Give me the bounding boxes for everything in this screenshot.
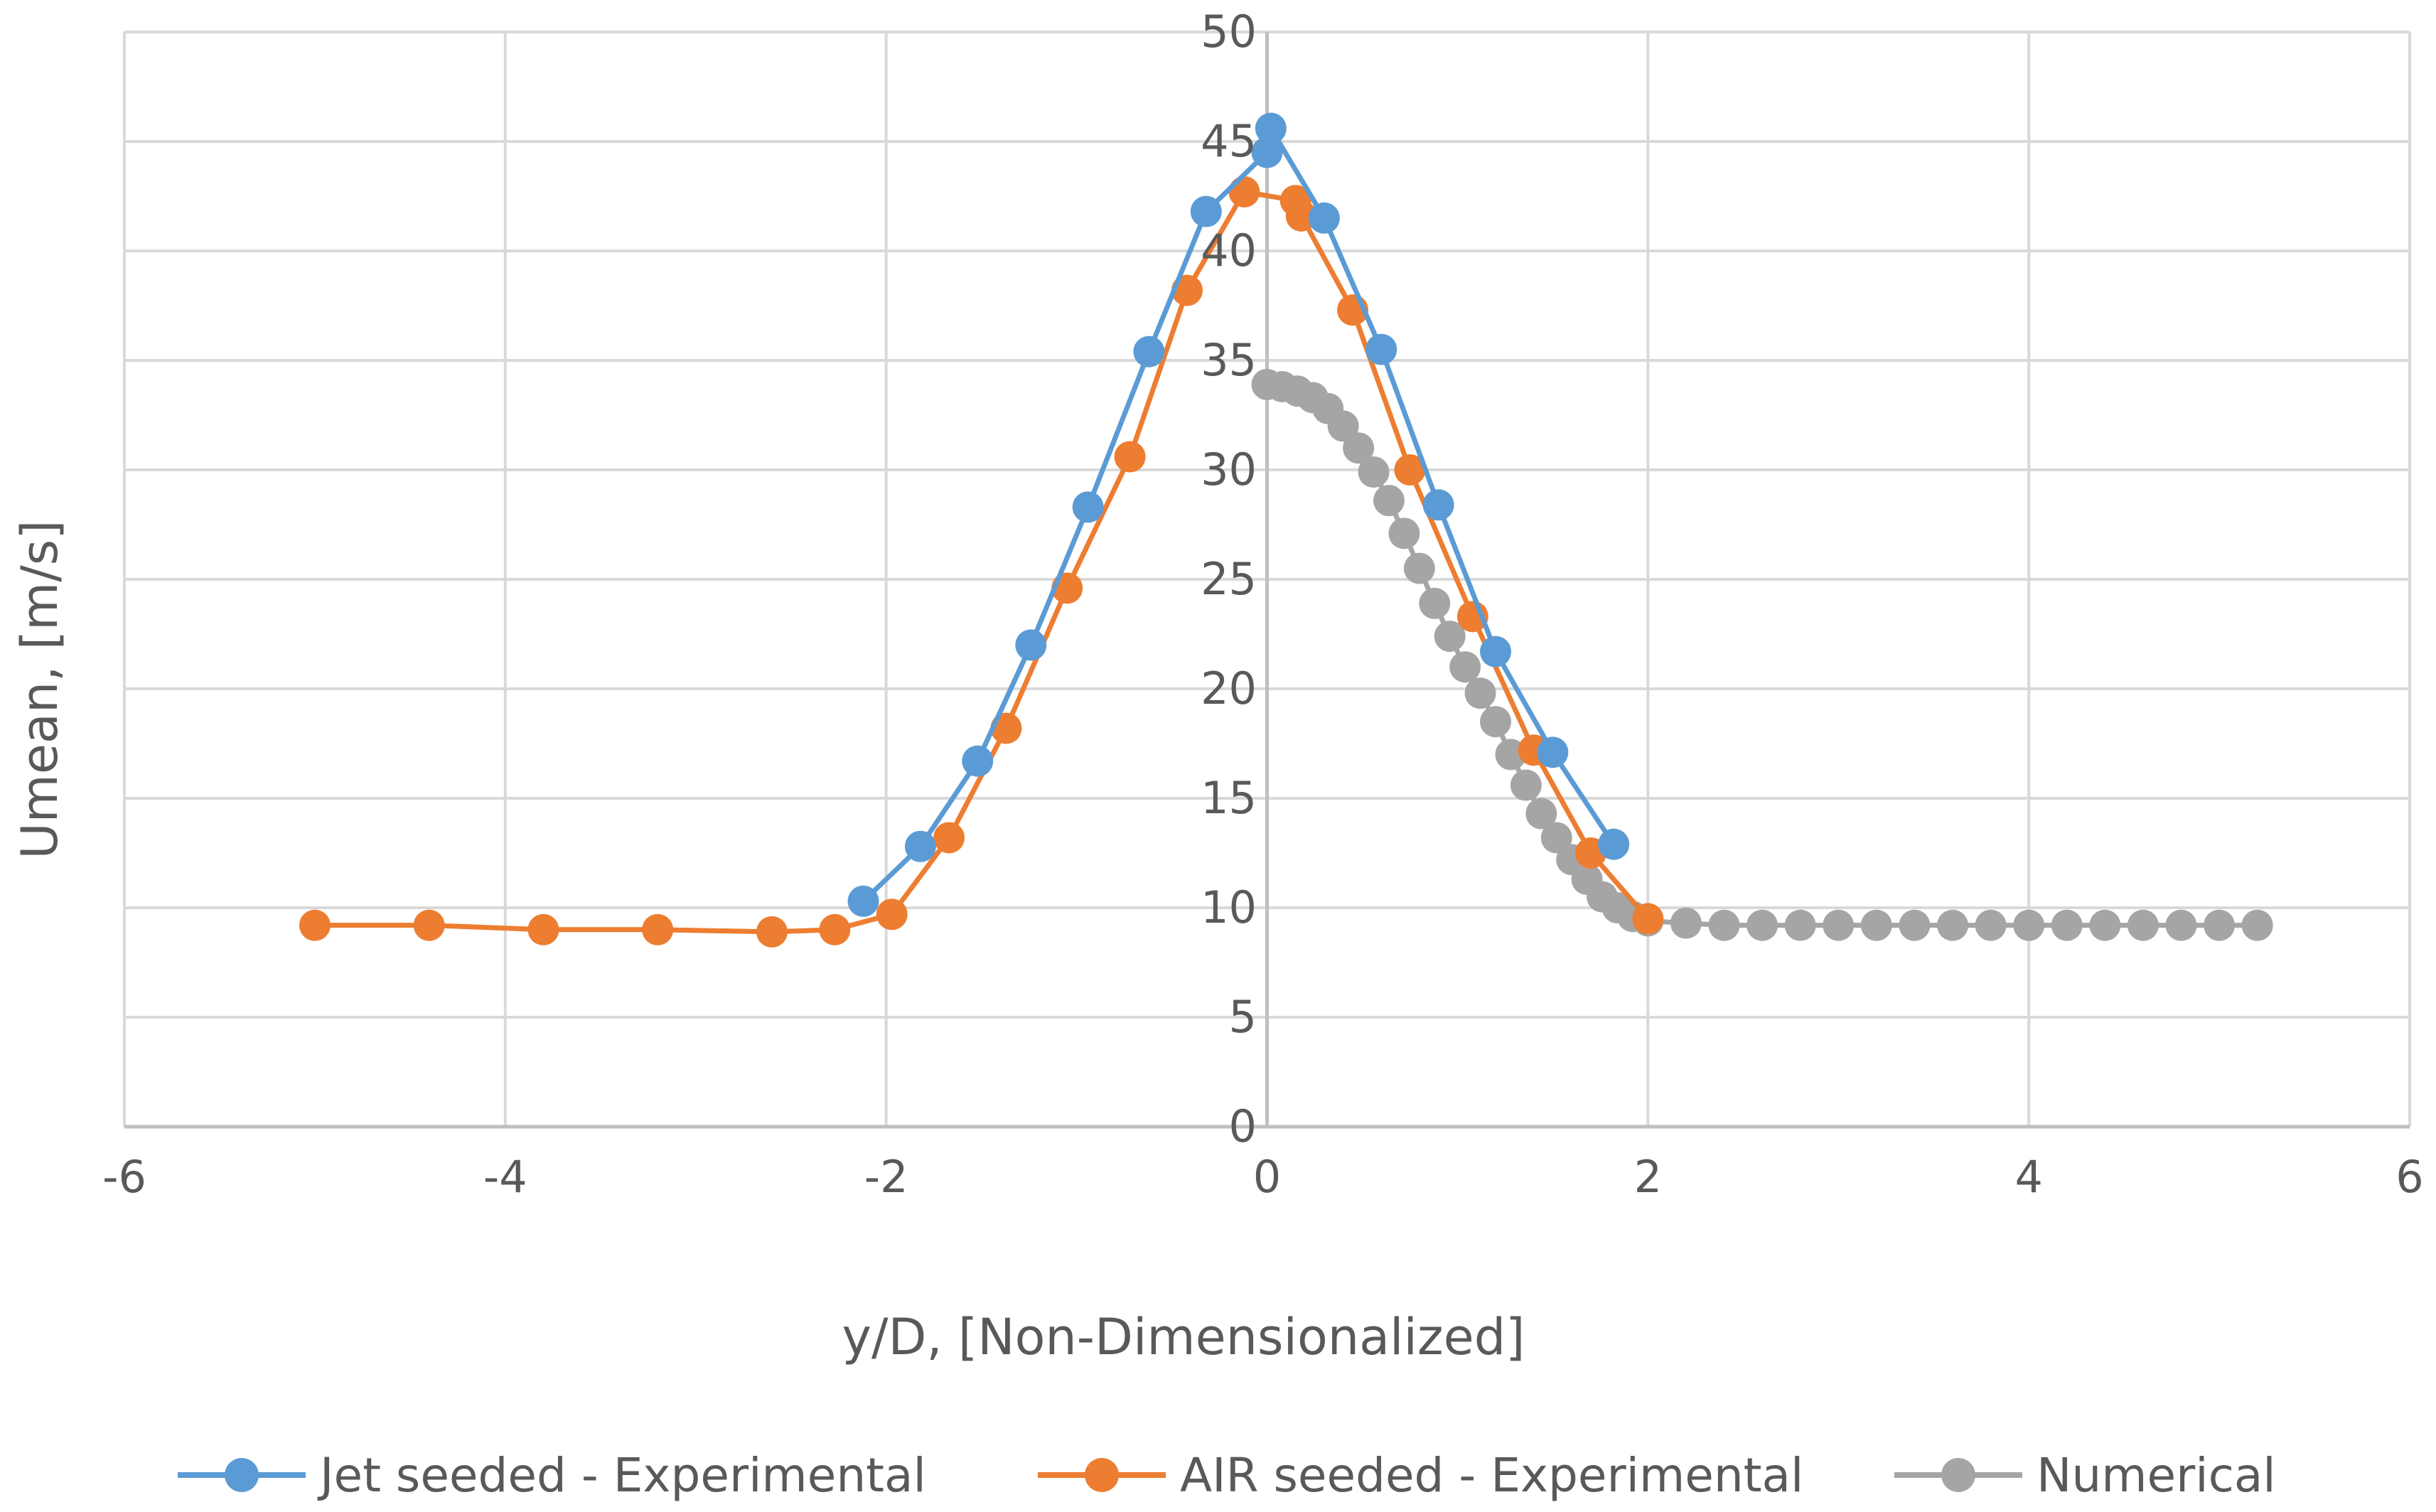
- data-point: [1251, 136, 1283, 168]
- data-point: [1373, 485, 1405, 517]
- x-axis-title: y/D, [Non-Dimensionalized]: [842, 1308, 1525, 1366]
- data-point: [876, 899, 908, 931]
- data-point: [1285, 200, 1317, 232]
- data-point: [1899, 909, 1931, 941]
- series-layer: [299, 112, 2273, 948]
- x-tick-label: 4: [2014, 1151, 2042, 1203]
- x-tick-label: 2: [1634, 1151, 1662, 1203]
- y-tick-label: 35: [1201, 334, 1257, 386]
- y-tick-label: 45: [1201, 115, 1257, 167]
- x-tick-label: 6: [2395, 1151, 2423, 1203]
- y-tick-label: 0: [1229, 1100, 1257, 1152]
- y-tick-label: 30: [1201, 444, 1257, 495]
- y-tick-label: 50: [1201, 6, 1257, 58]
- data-point: [2165, 909, 2197, 941]
- legend-marker: [1085, 1458, 1119, 1492]
- data-point: [1403, 552, 1435, 584]
- data-point: [1480, 706, 1511, 738]
- data-point: [2127, 909, 2159, 941]
- data-point: [2051, 909, 2083, 941]
- legend-marker: [225, 1458, 259, 1492]
- data-point: [1632, 903, 1664, 935]
- data-point: [1975, 909, 2007, 941]
- data-point: [1308, 202, 1340, 234]
- data-point: [1394, 454, 1426, 486]
- data-point: [1937, 909, 1968, 941]
- legend: Jet seeded - Experimental AIR seeded - Ex…: [178, 1448, 2276, 1503]
- tick-labels: 0 5 10 15 20 25 30 35 40 45 50 -6 -4 -2 0 2 4 6: [102, 6, 2424, 1203]
- data-point: [1480, 636, 1511, 667]
- data-point: [819, 913, 851, 945]
- series-line: [314, 189, 1650, 935]
- y-axis-title: Umean, [m/s]: [11, 520, 69, 859]
- y-tick-label: 40: [1201, 225, 1257, 277]
- data-point: [904, 830, 936, 862]
- series-2: [1251, 368, 2273, 941]
- legend-marker: [1941, 1458, 1975, 1492]
- data-point: [1434, 621, 1466, 653]
- data-point: [756, 916, 788, 948]
- data-point: [1708, 909, 1740, 941]
- data-point: [1072, 491, 1104, 523]
- data-point: [2013, 909, 2045, 941]
- data-point: [299, 909, 331, 941]
- legend-label: Numerical: [2037, 1448, 2276, 1503]
- data-point: [1598, 828, 1630, 860]
- data-point: [1537, 736, 1569, 768]
- data-point: [2089, 909, 2121, 941]
- data-point: [1388, 518, 1420, 549]
- data-point: [1784, 909, 1816, 941]
- legend-item-1: AIR seeded - Experimental: [1038, 1448, 1803, 1503]
- data-point: [1419, 587, 1451, 619]
- data-point: [1540, 822, 1572, 854]
- data-point: [1449, 651, 1481, 683]
- data-point: [1746, 909, 1778, 941]
- data-point: [642, 913, 674, 945]
- data-point: [1670, 907, 1702, 939]
- data-point: [1114, 441, 1146, 473]
- data-point: [527, 913, 559, 945]
- x-tick-label: -6: [102, 1151, 146, 1203]
- data-point: [2204, 909, 2236, 941]
- y-tick-label: 20: [1201, 663, 1257, 714]
- data-point: [1255, 112, 1287, 144]
- y-tick-label: 15: [1201, 772, 1257, 824]
- legend-item-0: Jet seeded - Experimental: [178, 1448, 926, 1503]
- data-point: [1358, 456, 1390, 488]
- data-point: [1823, 909, 1855, 941]
- data-point: [413, 909, 445, 941]
- legend-label: Jet seeded - Experimental: [317, 1448, 926, 1503]
- x-tick-label: -4: [483, 1151, 527, 1203]
- data-point: [1510, 769, 1542, 801]
- data-point: [1860, 909, 1892, 941]
- data-point: [1365, 333, 1397, 365]
- x-tick-label: -2: [864, 1151, 908, 1203]
- series-0: [847, 112, 1630, 917]
- data-point: [1015, 629, 1047, 661]
- y-tick-label: 5: [1229, 991, 1257, 1043]
- data-point: [1190, 195, 1222, 227]
- x-tick-label: 0: [1253, 1151, 1281, 1203]
- legend-item-2: Numerical: [1894, 1448, 2276, 1503]
- data-point: [1525, 798, 1557, 830]
- data-point: [1422, 489, 1454, 521]
- data-point: [1464, 677, 1496, 709]
- data-point: [1343, 432, 1375, 464]
- y-tick-label: 25: [1201, 553, 1257, 605]
- y-tick-label: 10: [1201, 881, 1257, 933]
- data-point: [1327, 410, 1359, 442]
- data-point: [962, 745, 994, 777]
- legend-label: AIR seeded - Experimental: [1180, 1448, 1803, 1503]
- data-point: [933, 822, 965, 854]
- data-point: [1228, 176, 1260, 208]
- data-point: [1133, 336, 1165, 368]
- data-point: [847, 885, 879, 917]
- axes: [124, 32, 2410, 1129]
- data-point: [2241, 909, 2273, 941]
